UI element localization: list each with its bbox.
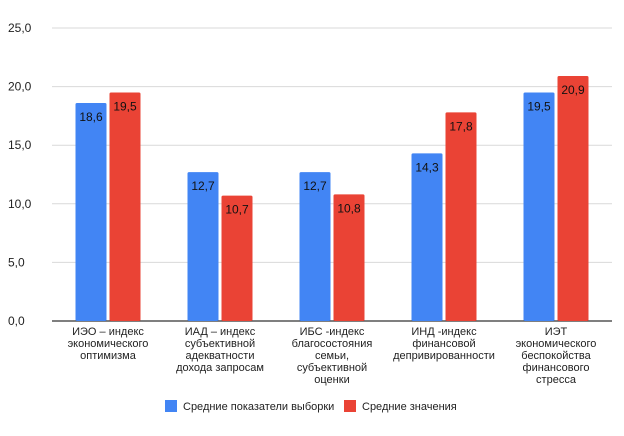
data-labels: 18,6 12,7 12,7 14,3 19,5 19,5 10,7 10,8 17,8 20,9 (79, 83, 585, 217)
data-label: 14,3 (415, 160, 439, 174)
bar (299, 172, 331, 321)
legend: Средние показатели выборки Средние значен… (165, 400, 457, 413)
x-category-label-line: стресса (536, 374, 577, 386)
y-tick-label: 10,0 (8, 197, 32, 211)
x-category-label: ИЭО – индекс экономического оптимизма (68, 326, 149, 362)
x-category-label-line: оптимизма (80, 350, 137, 362)
x-category-label-line: ИАД – индекс (185, 326, 256, 338)
x-category-label-line: экономического (516, 338, 597, 350)
data-label: 20,9 (561, 83, 585, 97)
bar (523, 92, 555, 322)
x-category-label-line: ИЭТ (545, 326, 568, 338)
x-category-label-line: субъективной (297, 362, 367, 374)
bar (411, 153, 443, 321)
bar (445, 112, 477, 321)
x-category-label-line: ИЭО – индекс (72, 326, 144, 338)
x-category-label-line: ИБС -индекс (300, 326, 365, 338)
y-tick-label: 25,0 (8, 21, 32, 35)
data-label: 18,6 (79, 110, 103, 124)
y-axis-ticks: 0,0 5,0 10,0 15,0 20,0 25,0 (8, 21, 32, 328)
y-tick-label: 20,0 (8, 80, 32, 94)
bar (557, 76, 589, 321)
x-category-label-line: субъективной (185, 338, 255, 350)
x-category-label: ИНД -индекс финансовой депривированности (393, 326, 495, 362)
x-category-label: ИБС -индекс благосостояния семьи, субъектив… (292, 326, 373, 386)
legend-swatch (344, 400, 356, 412)
data-label: 12,7 (303, 179, 327, 193)
data-label: 19,5 (113, 99, 137, 113)
x-category-label-line: депривированности (393, 350, 495, 362)
y-tick-label: 15,0 (8, 138, 32, 152)
bar (75, 103, 107, 322)
data-label: 17,8 (449, 119, 473, 133)
legend-swatch (165, 400, 177, 412)
x-category-label-line: финансового (523, 362, 590, 374)
bars (75, 76, 589, 322)
x-category-label-line: беспокойства (521, 350, 591, 362)
x-category-label-line: адекватности (186, 350, 255, 362)
x-category-label-line: экономического (68, 338, 149, 350)
x-category-label-line: семьи, (315, 350, 349, 362)
data-label: 10,7 (225, 203, 249, 217)
gridlines (52, 27, 612, 322)
x-category-label: ИАД – индекс субъективной адекватности дохо… (176, 326, 264, 374)
x-category-label-line: ИНД -индекс (411, 326, 477, 338)
y-tick-label: 0,0 (8, 314, 25, 328)
x-category-label-line: дохода запросам (176, 362, 264, 374)
data-label: 19,5 (527, 99, 551, 113)
x-category-label-line: оценки (314, 374, 349, 386)
data-label: 12,7 (191, 179, 215, 193)
data-label: 10,8 (337, 201, 361, 215)
bar (221, 195, 253, 321)
x-category-label-line: благосостояния (292, 338, 373, 350)
x-category-label: ИЭТ экономического беспокойства финансового… (516, 326, 597, 386)
x-category-label-line: финансовой (412, 338, 475, 350)
legend-label: Средние значения (362, 401, 457, 413)
bar (333, 194, 365, 321)
bar (187, 172, 219, 321)
bar (109, 92, 141, 322)
legend-label: Средние показатели выборки (183, 401, 334, 413)
y-tick-label: 5,0 (8, 255, 25, 269)
